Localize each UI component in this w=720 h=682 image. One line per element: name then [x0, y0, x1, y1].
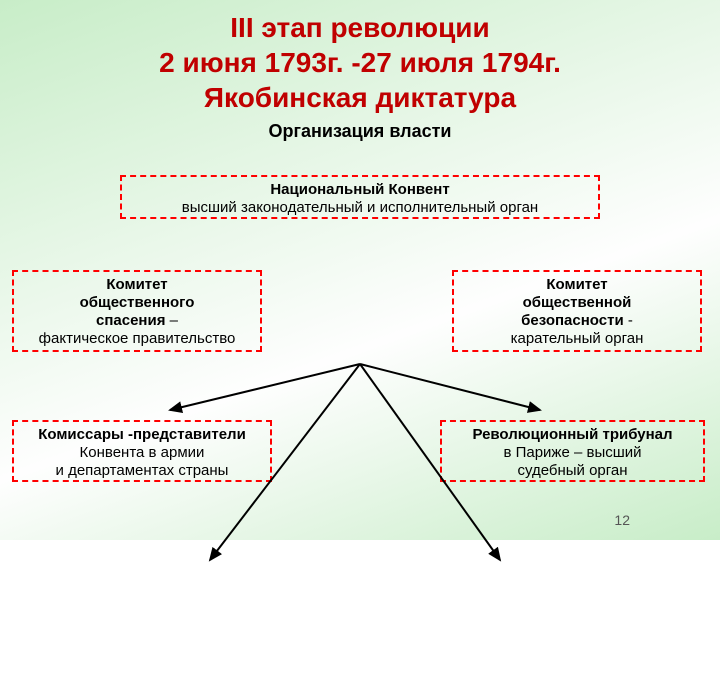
- title-line-2: 2 июня 1793г. -27 июля 1794г.: [0, 45, 720, 80]
- title-line-1: III этап революции: [0, 10, 720, 45]
- slide-title: III этап революции 2 июня 1793г. -27 июл…: [0, 0, 720, 115]
- slide-subtitle: Организация власти: [0, 121, 720, 142]
- slide-content: III этап революции 2 июня 1793г. -27 июл…: [0, 0, 720, 540]
- arrows: [0, 142, 720, 682]
- title-line-3: Якобинская диктатура: [0, 80, 720, 115]
